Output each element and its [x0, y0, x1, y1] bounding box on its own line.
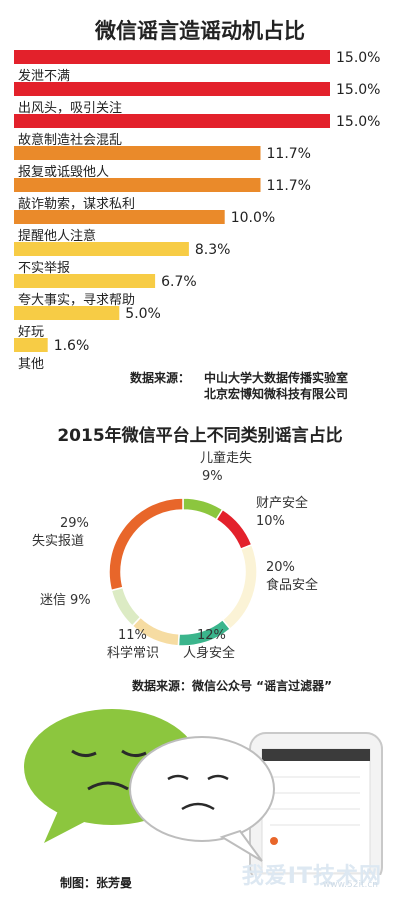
rumor-category-donut-chart: 2015年微信平台上不同类别谣言占比 儿童走失 9% 财产安全 10% 20% … [32, 425, 343, 661]
bar-category-label-1: 出风头，吸引关注 [18, 101, 122, 116]
bar-value-label-3: 11.7% [267, 146, 311, 162]
bar-category-label-6: 不实举报 [18, 261, 70, 276]
slice-label-value-0: 9% [202, 469, 223, 484]
bar-chart-source: 数据来源： 数据来源： [130, 370, 190, 402]
bar-7 [14, 274, 156, 288]
motive-bar-chart: 微信谣言造谣动机占比 15.0% 发泄不满 15.0% 出风头，吸引关注 15.0% 故意… [14, 19, 380, 372]
smartphone-icon [249, 732, 383, 875]
slice-label-value-2: 20% [266, 560, 295, 575]
donut-chart-title: 2015年微信平台上不同类别谣言占比 [57, 425, 342, 446]
bar-category-label-3: 报复或诋毁他人 [18, 165, 109, 180]
bar-1 [14, 82, 330, 96]
sad-white-bubble-icon [129, 736, 275, 862]
bar-9 [14, 338, 48, 352]
bar-chart-source-lines: 中山大学大数据传播实验室 北京宏博知微科技有限公司 [204, 370, 348, 402]
bar-category-label-5: 提醒他人注意 [18, 228, 96, 244]
slice-label-name-1: 财产安全 [256, 495, 308, 511]
bar-value-label-1: 15.0% [336, 82, 380, 98]
bar-category-label-0: 发泄不满 [18, 68, 70, 84]
site-watermark: 我爱IT技术网 [241, 864, 382, 889]
slice-label-name-3: 人身安全 [183, 645, 235, 661]
bar-value-label-4: 11.7% [267, 178, 311, 194]
bar-0 [14, 50, 330, 64]
bar-5 [14, 210, 225, 224]
bar-value-label-9: 1.6% [54, 338, 90, 354]
bar-value-label-0: 15.0% [336, 50, 380, 66]
bar-category-label-2: 故意制造社会混乱 [18, 132, 122, 148]
site-watermark-url: www.52it.cn [322, 880, 378, 890]
slice-label-name-4: 科学常识 [107, 645, 159, 661]
donut-slice-1 [215, 508, 253, 551]
bar-source-line-1: 中山大学大数据传播实验室 [204, 371, 349, 385]
bar-3 [14, 146, 261, 160]
donut-slice-6 [108, 497, 184, 592]
bar-category-label-9: 其他 [18, 357, 44, 372]
bar-8 [14, 306, 120, 320]
bar-source-label: 数据来源： [130, 371, 191, 385]
donut-chart-source: 数据来源：微信公众号 “谣言过滤器” [132, 679, 332, 693]
chat-bubble-illustration [24, 709, 383, 875]
bar-6 [14, 242, 189, 256]
donut-slice-0 [182, 497, 224, 521]
slice-label-value-3: 12% [197, 628, 226, 643]
bar-2 [14, 114, 330, 128]
slice-label-name-6: 失实报道 [32, 534, 84, 549]
slice-label-name-2: 食品安全 [266, 577, 318, 593]
bar-4 [14, 178, 261, 192]
bar-chart-title: 微信谣言造谣动机占比 [94, 19, 305, 43]
slice-label-name-0: 儿童走失 [200, 450, 252, 466]
slice-label-value-6: 29% [60, 516, 89, 531]
credit-line: 制图：张芳曼 [60, 876, 133, 890]
slice-label-name-5: 迷信 [40, 593, 66, 608]
donut-slice-5 [110, 586, 142, 627]
slice-label-value-1: 10% [256, 514, 285, 529]
bar-source-line-2: 北京宏博知微科技有限公司 [204, 387, 349, 401]
bar-category-label-4: 敲诈勒索，谋求私利 [18, 196, 135, 212]
donut-slice-2 [221, 543, 258, 631]
slice-label-value-4: 11% [118, 628, 147, 643]
bar-value-label-5: 10.0% [231, 210, 275, 226]
bar-category-label-8: 好玩 [18, 325, 44, 340]
bar-value-label-7: 6.7% [161, 274, 197, 290]
bar-category-label-7: 夸大事实，寻求帮助 [18, 293, 135, 308]
bar-value-label-8: 5.0% [125, 306, 161, 322]
bar-value-label-6: 8.3% [195, 242, 231, 258]
bar-value-label-2: 15.0% [336, 114, 380, 130]
slice-label-value-5: 9% [70, 593, 91, 608]
